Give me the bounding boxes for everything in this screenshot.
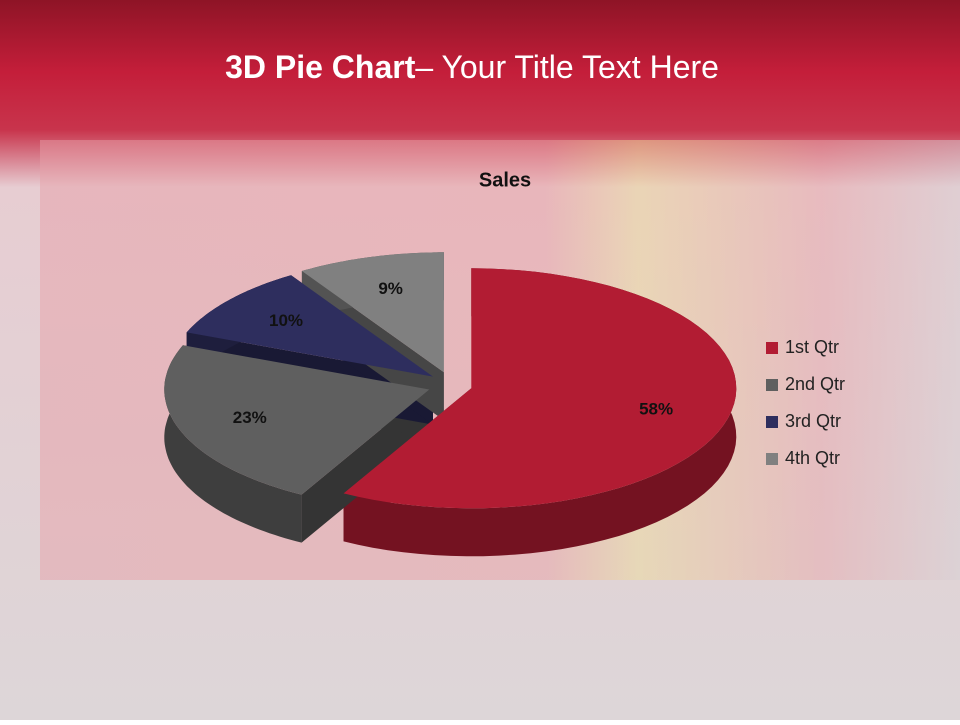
legend-swatch [766, 416, 778, 428]
legend-label: 2nd Qtr [785, 374, 845, 394]
slide-title: 3D Pie Chart– Your Title Text Here [225, 49, 719, 85]
chart-title: Sales [479, 169, 531, 191]
legend-swatch [766, 379, 778, 391]
slice-side [164, 345, 302, 543]
legend-label: 4th Qtr [785, 448, 840, 468]
slide-title-bold: 3D Pie Chart [225, 49, 416, 85]
legend-label: 3rd Qtr [785, 411, 841, 431]
pie: 58% 23% 10% 9% [164, 252, 737, 557]
legend-label: 1st Qtr [785, 337, 839, 357]
data-label: 10% [269, 311, 303, 330]
slide-title-rest: – Your Title Text Here [415, 49, 719, 85]
slice [343, 268, 737, 509]
slice [301, 252, 444, 373]
slice [186, 275, 433, 377]
legend-swatch [766, 342, 778, 354]
legend-swatch [766, 453, 778, 465]
slice [164, 345, 430, 495]
data-label: 23% [233, 408, 267, 427]
data-label: 58% [639, 399, 673, 418]
legend: 1st Qtr 2nd Qtr 3rd Qtr 4th Qtr [766, 337, 845, 468]
data-label: 9% [378, 279, 403, 298]
